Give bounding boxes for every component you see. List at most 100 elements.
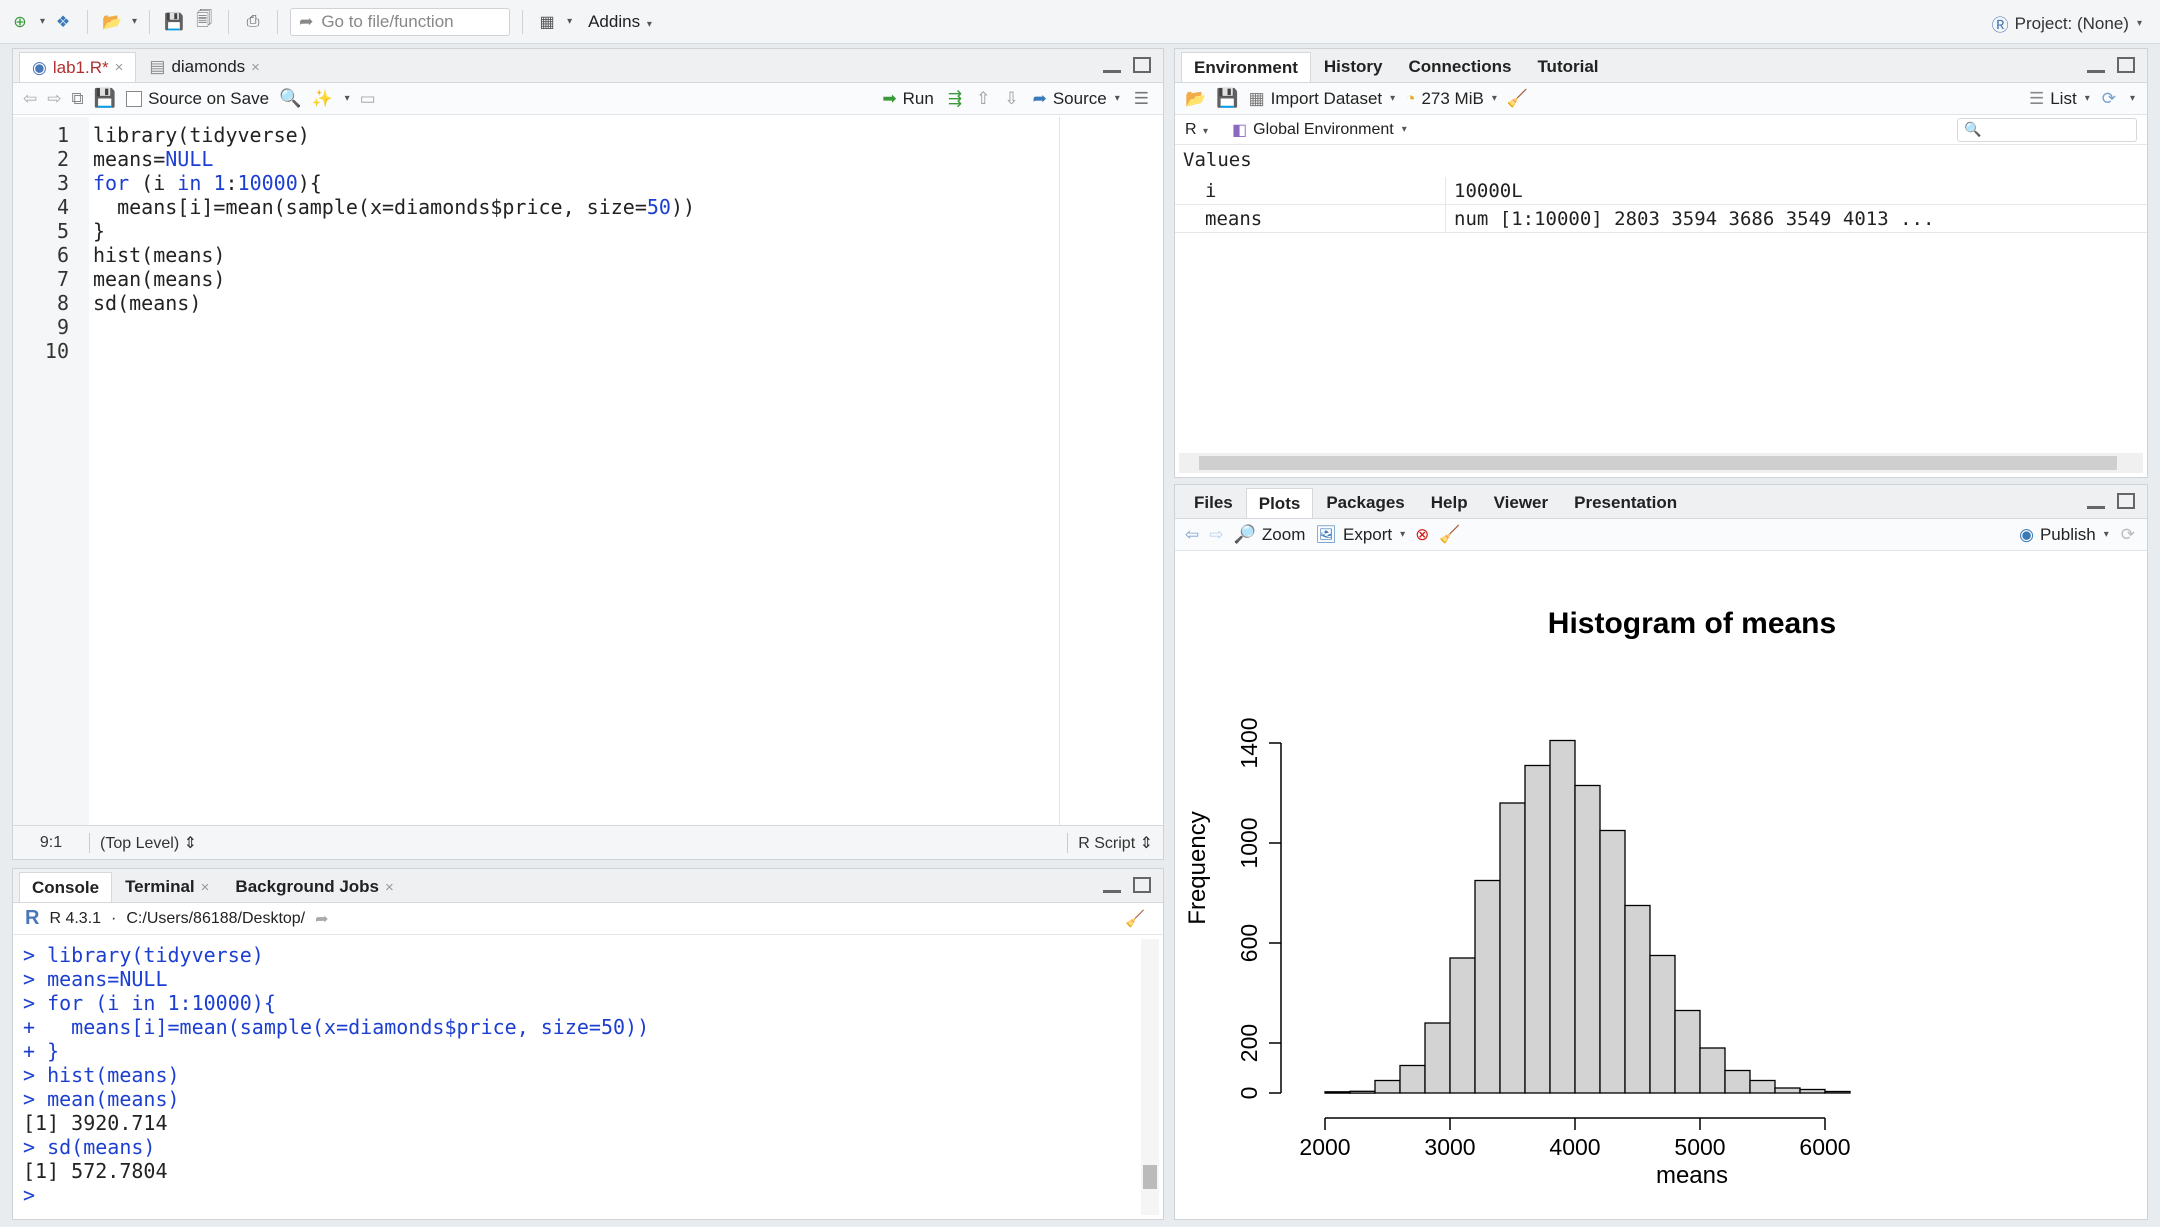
code-line[interactable]: sd(means) xyxy=(93,291,202,315)
export-button[interactable]: 🖼 Export ▾ xyxy=(1315,524,1406,544)
source-button[interactable]: ➦ Source ▾ xyxy=(1032,88,1120,108)
console-scrollbar[interactable] xyxy=(1141,939,1159,1215)
environment-selector[interactable]: ◧ Global Environment ▾ xyxy=(1232,120,1407,139)
new-project-icon[interactable]: ❖ xyxy=(55,13,71,31)
chevron-down-icon[interactable]: ▾ xyxy=(132,16,138,27)
line-number: 5 xyxy=(56,219,69,243)
tab-terminal[interactable]: Terminal × xyxy=(112,872,222,902)
rerun-icon[interactable]: ⇶ xyxy=(947,88,963,108)
arrow-down-icon[interactable]: ⇩ xyxy=(1004,88,1019,108)
refresh-icon[interactable]: ⟳ xyxy=(2101,88,2116,108)
maximize-icon[interactable] xyxy=(1133,57,1151,73)
language-selector[interactable]: R ▾ xyxy=(1185,120,1209,138)
minimize-icon[interactable] xyxy=(1103,887,1121,893)
close-icon[interactable]: × xyxy=(251,58,260,76)
y-tick-label: 1400 xyxy=(1236,717,1262,768)
histogram-bar xyxy=(1349,1090,1376,1094)
list-view-button[interactable]: ☰ List ▾ xyxy=(2028,88,2090,108)
compile-report-icon[interactable]: ▭ xyxy=(359,88,376,108)
file-type-selector[interactable]: R Script ⇕ xyxy=(1067,832,1163,853)
memory-usage-button[interactable]: ◔ 273 MiB ▾ xyxy=(1405,88,1497,108)
scope-selector[interactable]: (Top Level) ⇕ xyxy=(89,832,197,853)
import-dataset-button[interactable]: ▦ Import Dataset ▾ xyxy=(1248,88,1396,108)
remove-plot-icon[interactable]: ⊗ xyxy=(1415,524,1430,544)
outline-icon[interactable]: ☰ xyxy=(1133,88,1149,108)
tab-packages[interactable]: Packages xyxy=(1313,488,1417,518)
clear-console-icon[interactable]: 🧹 xyxy=(1125,910,1145,928)
tab-files[interactable]: Files xyxy=(1181,488,1246,518)
grid-layout-icon[interactable]: ▦ xyxy=(539,13,555,31)
maximize-icon[interactable] xyxy=(1133,877,1151,893)
magic-wand-icon[interactable]: ✨ xyxy=(311,88,333,108)
open-file-icon[interactable]: 📂 xyxy=(102,13,122,31)
env-row-means[interactable]: means num [1:10000] 2803 3594 3686 3549 … xyxy=(1175,205,2147,233)
line-number: 7 xyxy=(56,267,69,291)
source-on-save-checkbox[interactable]: Source on Save xyxy=(126,89,269,109)
console-line: > hist(means) xyxy=(23,1063,180,1087)
save-all-icon[interactable]: 🗐 xyxy=(196,11,213,28)
broom-icon[interactable]: 🧹 xyxy=(1439,524,1461,544)
print-icon[interactable]: ⎙ xyxy=(246,12,260,30)
code-line[interactable]: mean(means) xyxy=(93,267,226,291)
back-icon[interactable]: ⇦ xyxy=(1185,524,1200,544)
search-icon[interactable]: 🔍 xyxy=(279,88,302,108)
chevron-down-icon[interactable]: ▾ xyxy=(567,16,573,27)
new-file-icon[interactable]: ⊕ xyxy=(13,13,27,31)
show-in-window-icon[interactable]: ⧉ xyxy=(71,88,84,108)
arrow-up-icon[interactable]: ⇧ xyxy=(976,88,991,108)
load-workspace-icon[interactable]: 📂 xyxy=(1185,88,1207,108)
tab-plots[interactable]: Plots xyxy=(1245,488,1314,518)
maximize-icon[interactable] xyxy=(2117,493,2135,509)
tab-history[interactable]: History xyxy=(1311,52,1396,82)
code-line[interactable]: means=NULL xyxy=(93,147,214,171)
close-icon[interactable]: × xyxy=(385,878,394,896)
save-workspace-icon[interactable]: 💾 xyxy=(1216,88,1239,108)
goto-file-input[interactable]: ➦ Go to file/function xyxy=(290,7,511,36)
tab-diamonds[interactable]: ▤ diamonds × xyxy=(136,52,273,82)
back-icon[interactable]: ⇦ xyxy=(23,88,38,108)
chevron-down-icon[interactable]: ▾ xyxy=(40,16,46,27)
save-icon[interactable]: 💾 xyxy=(164,13,185,31)
code-line[interactable]: means[i]=mean(sample(x=diamonds$price, s… xyxy=(93,195,696,219)
run-button[interactable]: ➡ Run xyxy=(882,88,934,108)
tab-connections[interactable]: Connections xyxy=(1395,52,1524,82)
search-icon: 🔍 xyxy=(1964,121,1982,137)
refresh-icon[interactable]: ⟳ xyxy=(2120,524,2135,544)
x-tick-label: 5000 xyxy=(1674,1134,1725,1160)
publish-button[interactable]: ◉ Publish ▾ xyxy=(2019,524,2109,544)
tab-label: Help xyxy=(1430,493,1468,512)
code-line[interactable]: } xyxy=(93,219,106,243)
code-line[interactable]: for (i in 1:10000){ xyxy=(93,171,322,195)
tab-background-jobs[interactable]: Background Jobs × xyxy=(222,872,406,902)
forward-icon[interactable]: ⇨ xyxy=(47,88,62,108)
tab-tutorial[interactable]: Tutorial xyxy=(1524,52,1611,82)
tab-presentation[interactable]: Presentation xyxy=(1561,488,1690,518)
save-icon[interactable]: 💾 xyxy=(93,88,117,108)
tab-help[interactable]: Help xyxy=(1418,488,1481,518)
minimize-icon[interactable] xyxy=(1103,67,1121,73)
tab-environment[interactable]: Environment xyxy=(1181,52,1311,82)
code-line[interactable]: library(tidyverse) xyxy=(93,123,310,147)
project-label: Project: (None) xyxy=(2014,13,2129,33)
minimize-icon[interactable] xyxy=(2087,503,2105,509)
editor-status-bar: 9:1 (Top Level) ⇕ R Script ⇕ xyxy=(13,825,1163,859)
env-row-i[interactable]: i 10000L xyxy=(1175,177,2147,205)
close-icon[interactable]: × xyxy=(200,878,210,896)
tab-console[interactable]: Console xyxy=(19,872,113,902)
addins-menu[interactable]: Addins ▾ xyxy=(588,11,652,31)
console-line: > mean(means) xyxy=(23,1087,180,1111)
zoom-button[interactable]: 🔎 Zoom xyxy=(1233,524,1306,544)
env-search-input[interactable]: 🔍 xyxy=(1957,117,2137,142)
tab-viewer[interactable]: Viewer xyxy=(1481,488,1562,518)
console-text: mean(means) xyxy=(35,1087,180,1111)
go-to-directory-icon[interactable]: ➦ xyxy=(315,910,329,928)
env-horizontal-scrollbar[interactable] xyxy=(1179,453,2143,473)
project-menu[interactable]: Ⓡ Project: (None) ▾ xyxy=(1992,11,2142,36)
close-icon[interactable]: × xyxy=(114,59,124,76)
minimize-icon[interactable] xyxy=(2087,67,2105,73)
maximize-icon[interactable] xyxy=(2117,57,2135,73)
tab-lab1[interactable]: ◉ lab1.R* × xyxy=(19,52,137,82)
forward-icon[interactable]: ⇨ xyxy=(1209,524,1224,544)
code-line[interactable]: hist(means) xyxy=(93,243,226,267)
broom-icon[interactable]: 🧹 xyxy=(1506,88,1529,108)
